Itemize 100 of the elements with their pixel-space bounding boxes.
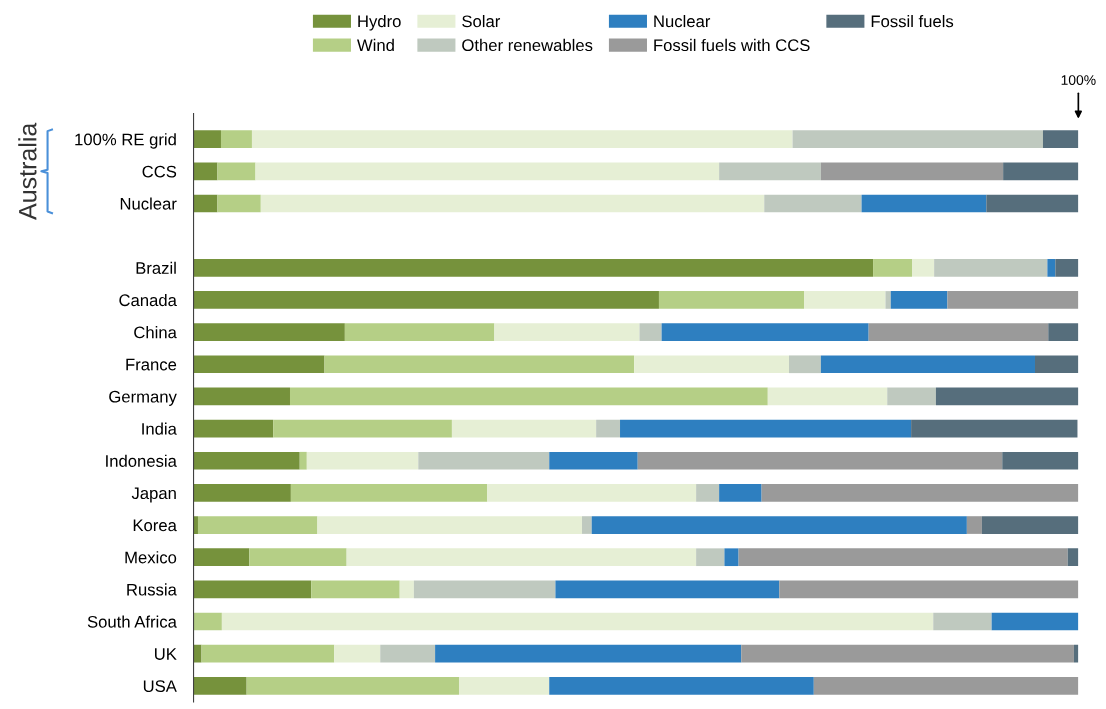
bar [451,419,597,438]
bar [1034,355,1079,374]
bar [885,291,891,309]
bar [820,162,1004,181]
bar [193,291,659,309]
y-tick-label: Japan [131,487,176,503]
bar [890,291,948,309]
bar [813,676,1079,695]
bar [637,451,1003,470]
bar [494,323,640,341]
y-tick-label: Russia [127,583,177,596]
bar [306,451,419,470]
bar [193,355,325,374]
bar [934,258,1048,277]
bar [741,644,1074,663]
bar [719,484,762,502]
bar [290,484,488,502]
legend-label: Solar [462,15,501,28]
bar [634,355,790,374]
y-tick-label: UK [155,648,177,660]
bar [193,194,218,213]
bar [193,419,274,438]
bar [1047,258,1056,277]
bar [317,516,582,534]
bar [413,580,556,599]
bar [738,548,1068,567]
text: Australia [18,122,37,220]
legend-label: Hydro [358,15,401,31]
bar [299,451,307,470]
bar [596,419,621,438]
bar [289,387,768,406]
bar [1055,258,1079,277]
bar [947,291,1079,309]
bar [260,194,765,213]
y-tick-label: Germany [109,390,177,406]
bar [658,291,805,309]
bar [887,387,936,406]
y-tick-label: South Africa [87,615,177,628]
bar [555,580,780,599]
bar [193,451,300,470]
bar [779,580,1079,599]
legend-label: Fossil fuels with CCS [654,38,810,52]
bar [193,548,250,567]
bar [346,548,697,567]
bar [311,580,400,599]
bar [1048,323,1079,341]
bar [868,323,1049,341]
legend-label: Other renewables [462,38,593,52]
bar [935,387,1079,406]
bar [220,130,252,149]
bar [724,548,739,567]
bar [344,323,495,341]
bar [273,419,452,438]
bar [981,516,1079,534]
bar [792,130,1043,149]
bar [193,162,218,181]
y-tick-label: Indonesia [106,454,177,467]
bar [418,451,550,470]
bar [986,194,1079,213]
y-tick-label: Canada [119,293,177,307]
bar [249,548,347,567]
bar [591,516,967,534]
y-tick-label: Brazil [136,261,176,274]
y-tick-label: India [142,422,177,435]
bar [193,644,202,663]
bar [1002,451,1079,470]
bar [193,612,222,631]
y-tick-label: Nuclear [120,197,177,210]
bar [789,355,821,374]
y-tick-label: USA [143,680,177,693]
legend-label: Fossil fuels [871,15,954,28]
bar [399,580,414,599]
bar [380,644,436,663]
annotation: 100% [1061,75,1096,85]
bar [581,516,592,534]
bar [911,419,1078,438]
bar [991,612,1079,631]
bar [873,258,913,277]
bar [458,676,550,695]
legend-label: Wind [357,38,394,52]
bar [861,194,987,213]
bar [1067,548,1079,567]
bar [324,355,635,374]
bar [1042,130,1079,149]
bar [912,258,935,277]
bar [761,484,1079,502]
y-tick-label: Korea [133,519,177,532]
bar [221,612,934,631]
y-tick-label: 100% RE grid [75,133,176,149]
y-tick-label: Mexico [125,551,177,564]
bar [1073,644,1079,663]
bar [1003,162,1079,181]
bar [767,387,888,406]
bar [217,194,261,213]
bar [549,451,638,470]
bar [696,548,725,567]
y-tick-label: China [134,326,177,339]
bar [764,194,862,213]
bar [246,676,459,695]
bar [193,516,198,534]
